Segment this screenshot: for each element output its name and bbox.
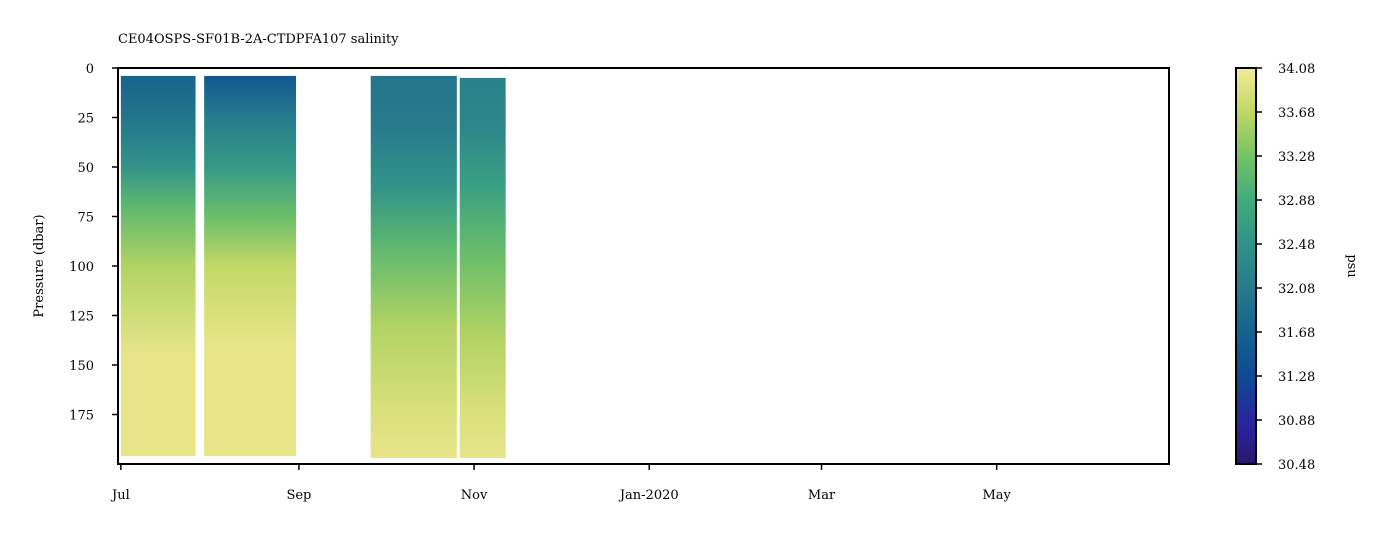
colorbar-label: psu <box>1344 254 1359 277</box>
y-axis: 0 25 50 75 100 125 150 175 <box>69 62 118 424</box>
x-tick-label: Jul <box>110 488 130 503</box>
x-tick-label: Jan-2020 <box>618 488 679 503</box>
x-tick-label: Nov <box>461 488 488 503</box>
colorbar-tick-label: 33.28 <box>1278 150 1315 165</box>
colorbar-tick-label: 32.88 <box>1278 194 1315 209</box>
colorbar-tick-label: 31.28 <box>1278 370 1315 385</box>
colorbar-tick-label: 33.68 <box>1278 106 1315 121</box>
x-tick-label: Sep <box>286 488 311 503</box>
y-tick-label: 100 <box>69 260 94 275</box>
profile-segment <box>459 77 506 459</box>
colorbar-axis: 30.48 30.88 31.28 31.68 32.08 32.48 32.88 33.28… <box>1256 62 1315 473</box>
profile-segment <box>204 75 297 457</box>
profile-segment <box>120 75 196 457</box>
y-axis-label: Pressure (dbar) <box>32 214 47 317</box>
colorbar-tick-label: 30.48 <box>1278 458 1315 473</box>
y-tick-label: 50 <box>77 161 94 176</box>
profile-segments <box>120 75 506 459</box>
y-tick-label: 75 <box>77 211 94 226</box>
x-tick-label: May <box>983 488 1012 503</box>
colorbar-tick-label: 32.08 <box>1278 282 1315 297</box>
profile-segment <box>370 75 457 459</box>
y-tick-label: 175 <box>69 409 94 424</box>
colorbar-tick-label: 31.68 <box>1278 326 1315 341</box>
colorbar <box>1235 67 1257 465</box>
y-tick-label: 25 <box>77 112 94 127</box>
colorbar-tick-label: 30.88 <box>1278 414 1315 429</box>
x-tick-label: Mar <box>808 488 836 503</box>
y-tick-label: 0 <box>86 62 94 77</box>
y-tick-label: 125 <box>69 310 94 325</box>
x-axis: Jul Sep Nov Jan-2020 Mar May <box>110 464 1012 503</box>
colorbar-tick-label: 34.08 <box>1278 62 1315 77</box>
y-tick-label: 150 <box>69 359 94 374</box>
colorbar-tick-label: 32.48 <box>1278 238 1315 253</box>
chart-title: CE04OSPS-SF01B-2A-CTDPFA107 salinity <box>118 32 399 47</box>
